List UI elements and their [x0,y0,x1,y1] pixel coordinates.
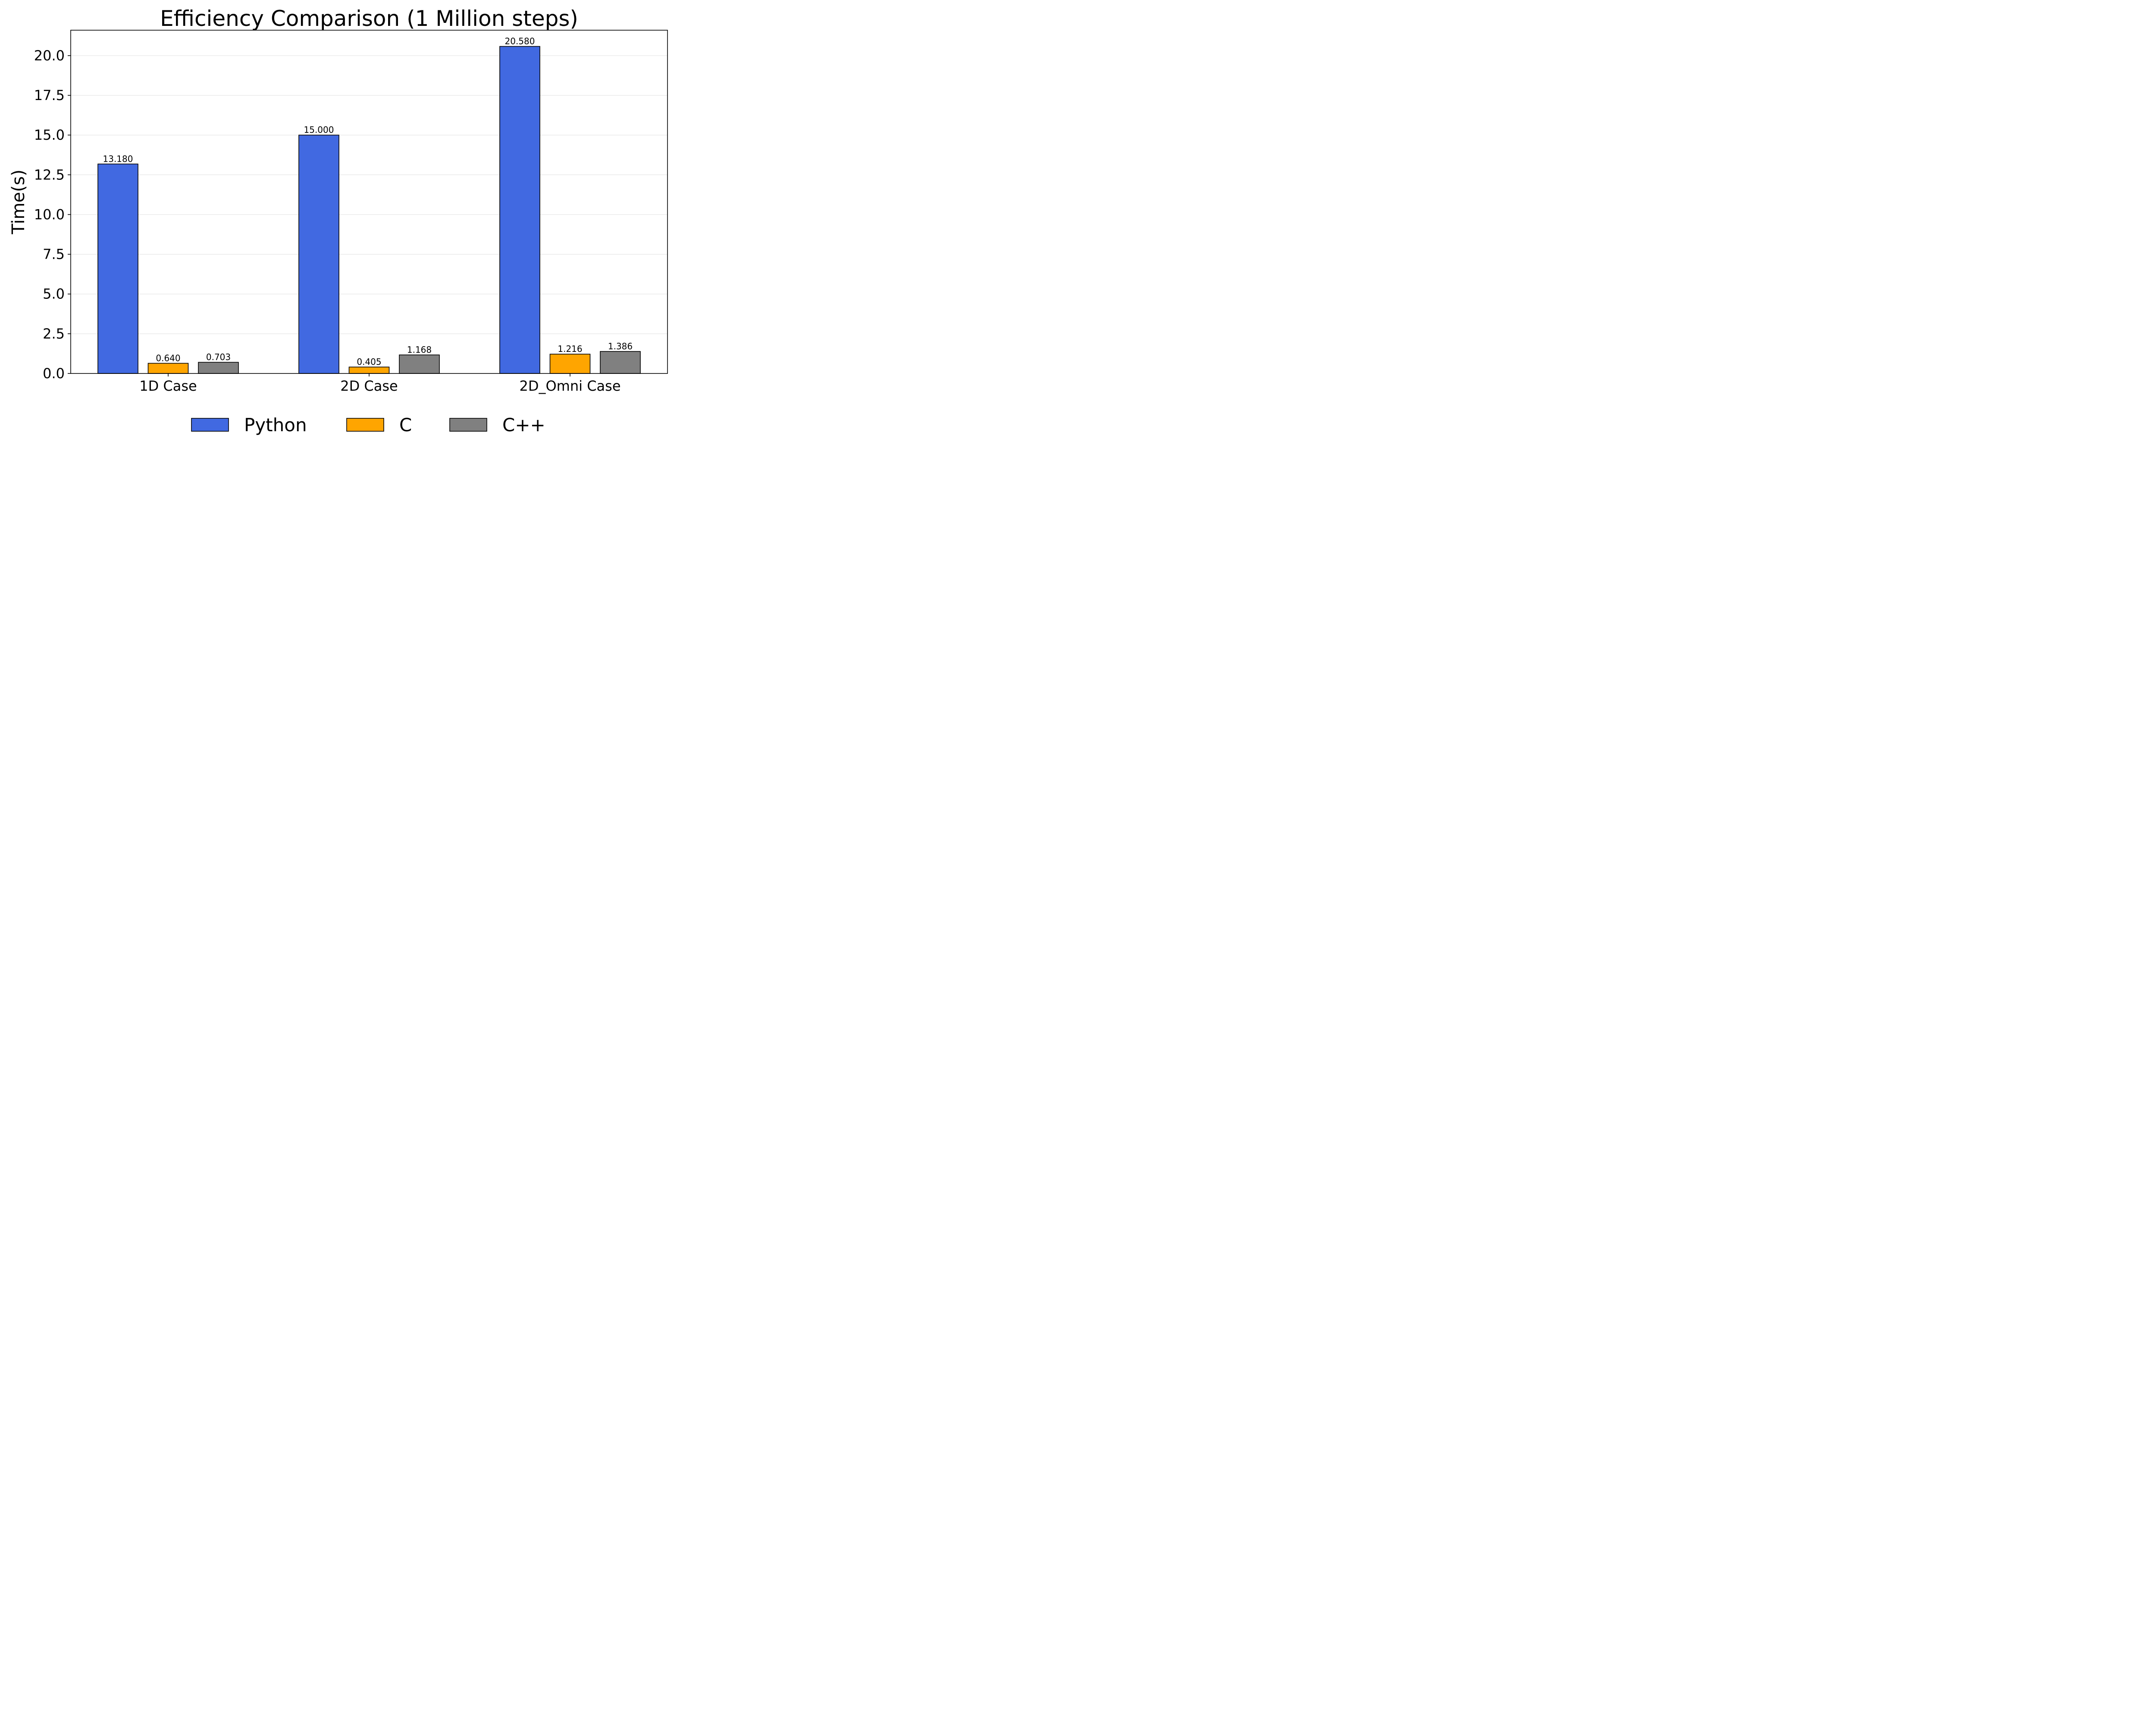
bar-c-2d-omni-case [600,351,641,374]
data-label-c-2d-case: 1.168 [407,345,432,355]
bars [97,46,641,374]
data-label-c-2d-case: 0.405 [357,357,381,367]
y-tick-label: 7.5 [43,246,65,263]
legend: Python C C++ [191,414,545,436]
bar-python-1d-case [97,163,138,374]
legend-swatch-c [449,418,487,432]
chart-title: Efficiency Comparison (1 Million steps) [160,6,578,31]
x-tick-label: 2D_Omni Case [519,378,620,394]
y-tick-label: 17.5 [34,87,65,104]
data-label-python-2d-case: 15.000 [304,125,334,135]
data-label-c-2d-omni-case: 1.216 [558,344,582,354]
data-label-c-1d-case: 0.703 [206,352,231,362]
y-tick-label: 5.0 [43,286,65,302]
plot-area-frame [70,30,668,374]
y-tick-label: 10.0 [34,206,65,223]
y-tick-label: 2.5 [43,326,65,342]
legend-swatch-python [191,418,229,432]
data-label-c-2d-omni-case: 1.386 [608,341,633,351]
bar-chart: Efficiency Comparison (1 Million steps) … [9,6,668,436]
y-axis-ticks: 0.0 2.5 5.0 7.5 10.0 12.5 15.0 17.5 20.0 [34,47,71,382]
grid-lines [71,55,667,374]
legend-swatch-c [346,418,384,432]
y-axis-label: Time(s) [9,169,28,235]
legend-label-python: Python [244,414,307,436]
y-tick-label: 15.0 [34,127,65,143]
x-tick-label: 1D Case [139,378,197,394]
x-tick-label: 2D Case [340,378,398,394]
legend-label-c: C [399,414,412,436]
bar-c-1d-case [198,362,239,374]
bar-python-2d-omni-case [499,46,540,374]
bar-c-2d-omni-case [549,354,591,374]
y-tick-label: 20.0 [34,47,65,64]
y-tick-label: 12.5 [34,166,65,183]
data-label-python-2d-omni-case: 20.580 [505,36,535,47]
data-label-python-1d-case: 13.180 [103,154,133,164]
bar-c-1d-case [147,363,189,374]
bar-python-2d-case [298,135,339,374]
data-label-c-1d-case: 0.640 [156,353,180,363]
y-tick-label: 0.0 [43,365,65,382]
legend-label-c: C++ [502,414,545,436]
bar-c-2d-case [348,367,390,374]
data-labels: 13.180 0.640 0.703 15.000 0.405 1.168 20.580 1.… [103,36,633,367]
x-axis-ticks: 1D Case 2D Case 2D_Omni Case [139,373,621,394]
bar-c-2d-case [399,354,440,374]
